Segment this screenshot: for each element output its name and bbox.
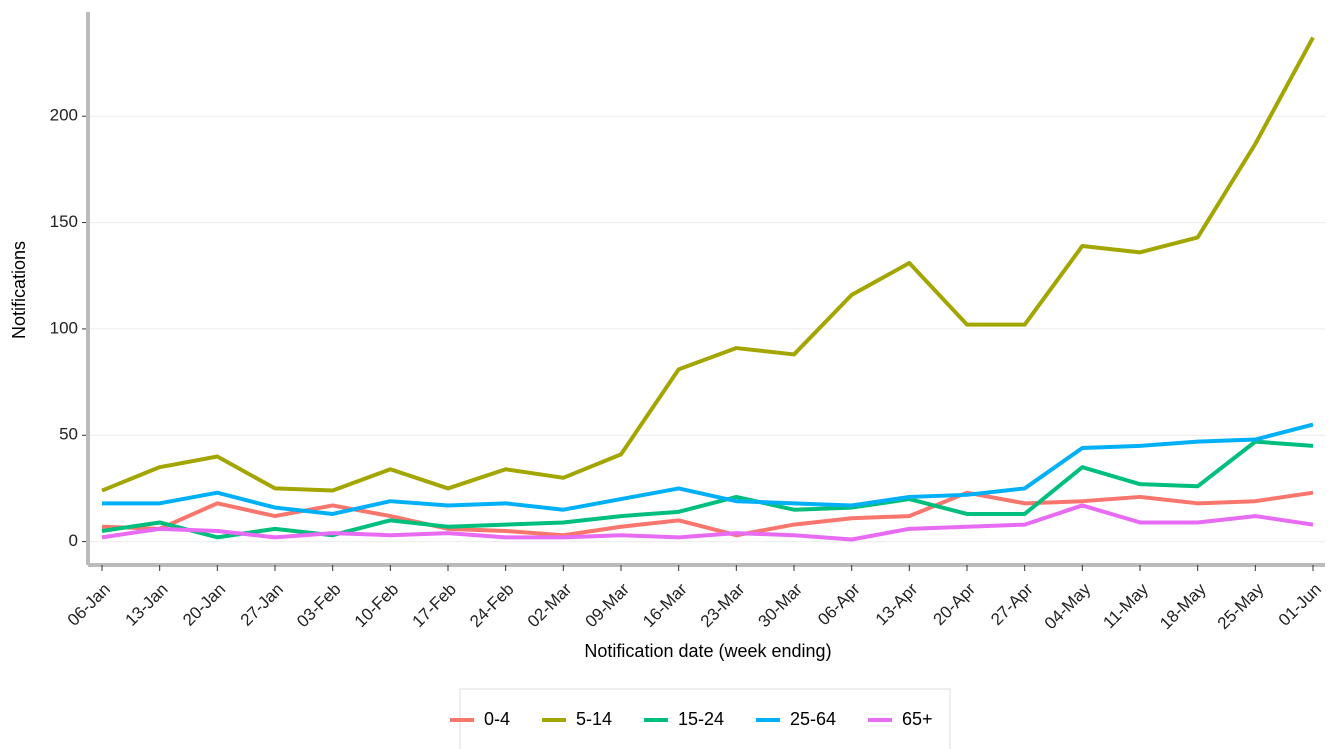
x-tick-label: 30-Mar (754, 579, 806, 631)
series-line (101, 439, 1314, 540)
x-tick-label: 27-Apr (987, 579, 1037, 629)
x-tick-label: 23-Mar (697, 579, 749, 631)
x-tick-label: 16-Mar (639, 579, 691, 631)
x-tick-label: 01-Jun (1275, 580, 1325, 630)
x-tick-label: 06-Apr (814, 579, 864, 629)
x-tick-label: 02-Mar (524, 579, 576, 631)
x-tick-label: 06-Jan (64, 580, 114, 630)
x-tick-label: 20-Apr (929, 579, 979, 629)
y-tick-label: 0 (69, 531, 78, 550)
y-tick-label: 50 (59, 425, 78, 444)
x-tick-label: 17-Feb (408, 580, 460, 632)
x-tick-label: 27-Jan (237, 580, 287, 630)
y-tick-label: 200 (50, 106, 78, 125)
x-tick-label: 20-Jan (179, 580, 229, 630)
x-tick-label: 25-May (1214, 579, 1268, 633)
x-tick-label: 10-Feb (351, 580, 403, 632)
x-tick-label: 04-May (1041, 579, 1095, 633)
legend-label: 0-4 (484, 709, 510, 729)
legend-label: 65+ (902, 709, 933, 729)
legend-label: 15-24 (678, 709, 724, 729)
legend-label: 5-14 (576, 709, 612, 729)
x-tick-label: 13-Jan (121, 580, 171, 630)
x-tick-label: 11-May (1099, 579, 1152, 632)
series-line (102, 422, 1314, 516)
y-tick-label: 150 (50, 212, 78, 231)
y-tick-label: 100 (50, 318, 78, 337)
x-tick-label: 03-Feb (293, 580, 345, 632)
x-tick-label: 18-May (1156, 579, 1210, 633)
x-tick-label: 24-Feb (466, 580, 518, 632)
x-tick-label: 13-Apr (872, 579, 922, 629)
series-line (101, 503, 1314, 542)
y-axis-title: Notifications (9, 241, 29, 339)
legend-label: 25-64 (790, 709, 836, 729)
series-line (101, 36, 1315, 493)
x-axis-title: Notification date (week ending) (584, 641, 831, 661)
x-tick-label: 09-Mar (581, 579, 633, 631)
